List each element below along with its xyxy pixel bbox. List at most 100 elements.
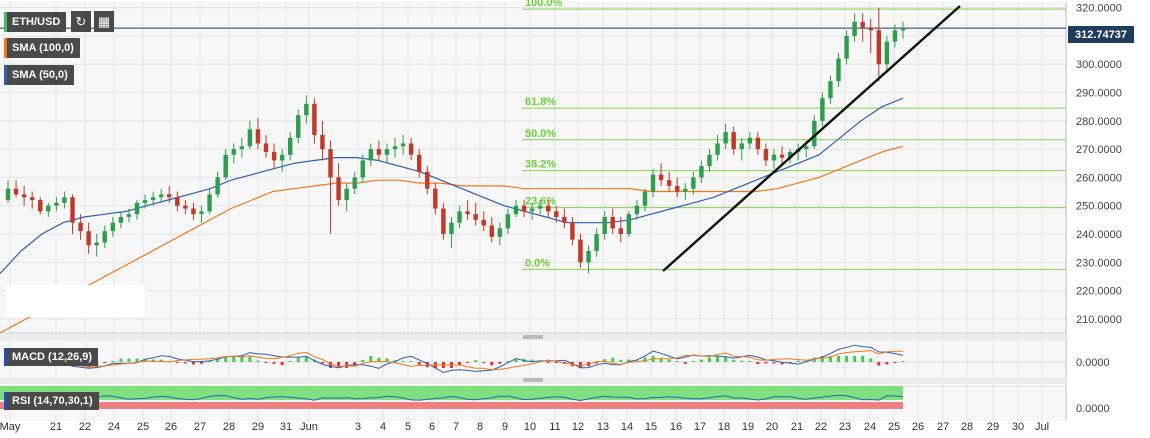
candle-body [336, 177, 341, 201]
macd-histogram-bar [812, 357, 816, 362]
candle [287, 132, 293, 161]
candle-body [126, 214, 132, 218]
candle-body [46, 205, 51, 212]
candle-body [489, 225, 495, 237]
legend-sma-100[interactable]: SMA (100,0) [4, 38, 80, 58]
candle-body [239, 146, 245, 150]
candle [142, 194, 148, 209]
candle-body [473, 214, 478, 220]
x-tick-label: 4 [380, 421, 386, 433]
macd-histogram-bar [820, 356, 824, 362]
macd-histogram-bar [490, 362, 494, 366]
candle [707, 149, 712, 172]
candle-body [828, 81, 833, 99]
candle-body [215, 177, 220, 195]
candle [505, 208, 511, 234]
candle [215, 171, 220, 198]
macd-histogram-bar [732, 359, 736, 362]
macd-histogram-bar [288, 361, 292, 362]
candle-body [787, 151, 793, 158]
legend-sma-50[interactable]: SMA (50,0) [4, 65, 74, 85]
candle-body [328, 149, 333, 178]
x-tick-label: 8 [477, 421, 483, 433]
candle [433, 183, 438, 215]
x-tick-label: 5 [405, 421, 411, 433]
macd-histogram-bar [240, 356, 244, 362]
candle-body [594, 233, 599, 251]
macd-histogram-bar [216, 358, 220, 362]
macd-histogram-bar [667, 359, 671, 362]
calendar-icon[interactable]: ▦ [94, 11, 114, 32]
symbol-label[interactable]: ETH/USD [4, 12, 67, 32]
candle-body [747, 137, 753, 144]
candle [739, 137, 744, 161]
x-tick-label: 29 [252, 421, 264, 433]
candle-body [118, 217, 124, 223]
candle [231, 143, 236, 164]
symbol-swatch [4, 12, 7, 32]
candle-body [150, 197, 156, 201]
candle [384, 143, 390, 164]
candle [521, 200, 527, 218]
candle-body [102, 231, 107, 243]
candle-body [110, 222, 116, 232]
candle-body [537, 205, 543, 209]
refresh-icon[interactable]: ↻ [71, 11, 91, 32]
candle-body [658, 174, 664, 181]
x-tick-label: 25 [137, 421, 149, 433]
candle [304, 95, 309, 124]
candle [578, 233, 583, 268]
candle-body [38, 200, 43, 212]
fib-level-label: 38.2% [525, 159, 556, 171]
candle-body [70, 197, 75, 223]
macd-histogram-bar [401, 361, 405, 362]
fib-level-label: 50.0% [525, 128, 556, 140]
y-tick-label: 250.0000 [1076, 201, 1122, 213]
candle [481, 211, 486, 232]
candle [884, 35, 890, 70]
candle-body [392, 146, 398, 150]
candle [860, 13, 865, 42]
candle [392, 137, 398, 158]
candle-body [586, 250, 591, 263]
rsi-label[interactable]: RSI (14,70,30,1) [4, 392, 99, 410]
macd-histogram-bar [514, 359, 518, 362]
candle-body [376, 149, 382, 155]
candle-body [13, 188, 19, 195]
candle-body [21, 194, 27, 198]
candle [812, 115, 817, 150]
candle [207, 188, 212, 215]
macd-histogram-bar [320, 362, 324, 364]
macd-histogram-bar [740, 360, 744, 362]
macd-histogram-bar [175, 362, 179, 363]
candle-body [554, 211, 559, 218]
macd-tick-label: 0.0000 [1076, 357, 1110, 369]
macd-label[interactable]: MACD (12,26,9) [4, 348, 99, 366]
candle [836, 52, 841, 87]
candle [21, 185, 27, 206]
candle [118, 211, 124, 229]
macd-histogram-bar [296, 357, 300, 362]
x-tick-label: 9 [502, 421, 508, 433]
candle-body [296, 115, 301, 138]
x-tick-label: 28 [961, 421, 973, 433]
macd-histogram-bar [353, 362, 357, 366]
candle-body [884, 41, 890, 65]
candle [699, 160, 704, 184]
candle [263, 134, 269, 158]
candle [279, 149, 285, 172]
macd-histogram-bar [683, 362, 687, 364]
macd-histogram-bar [764, 362, 768, 364]
candle-body [231, 149, 236, 155]
candle-body [62, 197, 67, 203]
candle-body [771, 154, 777, 161]
candle [537, 200, 543, 215]
macd-histogram-bar [200, 362, 204, 364]
candle-body [707, 154, 712, 167]
macd-histogram-bar [361, 359, 365, 362]
candle [602, 211, 607, 240]
candle [223, 149, 228, 181]
macd-histogram-bar [861, 356, 865, 362]
x-tick-label: Jun [300, 421, 318, 433]
